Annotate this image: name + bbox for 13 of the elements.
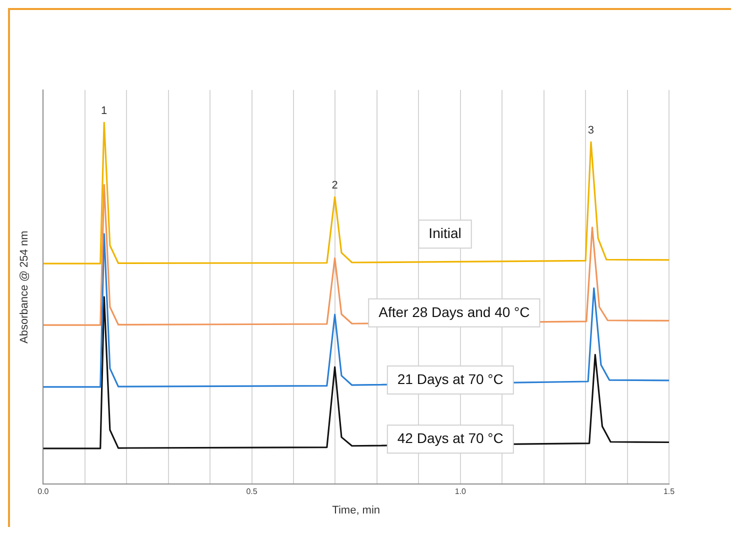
annotation: 2 <box>332 180 338 192</box>
series-label: 42 Days at 70 °C <box>397 430 504 446</box>
annotation: 1 <box>101 105 108 118</box>
x-tick-label: 1.0 <box>454 487 467 496</box>
series-label: 21 Days at 70 °C <box>397 370 504 387</box>
annotation: 3 <box>588 124 594 137</box>
x-tick-label: 0.0 <box>38 487 50 496</box>
series-label: Initial <box>428 224 462 241</box>
x-tick-label: 1.5 <box>663 487 676 496</box>
series-label: After 28 Days and 40 °C <box>378 304 530 320</box>
x-axis-title: Time, min <box>332 504 380 516</box>
x-tick-label: 0.5 <box>246 487 258 496</box>
y-axis-title: Absorbance @ 254 nm <box>18 230 31 344</box>
